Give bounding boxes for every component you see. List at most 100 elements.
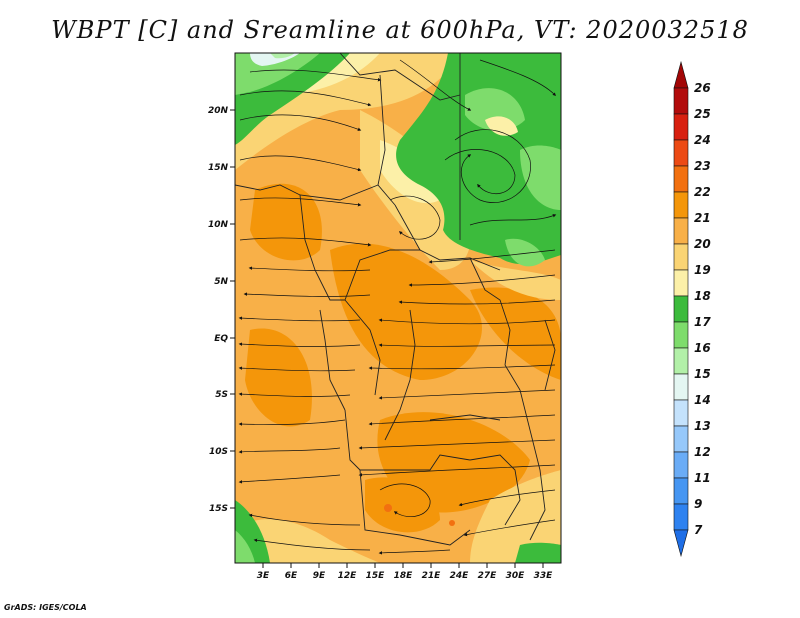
border-line bbox=[544, 319, 556, 391]
streamline bbox=[454, 129, 531, 203]
streamline bbox=[238, 342, 361, 347]
colorbar-swatch bbox=[673, 87, 689, 115]
wbpt-19-area bbox=[485, 116, 518, 136]
streamline bbox=[243, 292, 371, 297]
lon-tick-label: 27E bbox=[478, 571, 498, 581]
colorbar-label: 11 bbox=[694, 471, 711, 485]
border-line bbox=[384, 309, 416, 441]
border-line bbox=[504, 364, 521, 391]
streamline bbox=[428, 249, 556, 264]
lat-tick-label: 20N bbox=[208, 106, 229, 116]
border-line bbox=[519, 389, 546, 541]
streamline bbox=[469, 214, 557, 226]
lat-tick-label: 5S bbox=[215, 390, 228, 400]
colorbar-swatch bbox=[673, 477, 689, 505]
lat-tick-label: 10S bbox=[209, 447, 228, 457]
lon-tick-label: 30E bbox=[506, 571, 526, 581]
border-line bbox=[344, 249, 420, 301]
map-frame bbox=[234, 52, 562, 564]
streamline bbox=[368, 364, 556, 370]
colorbar-label: 22 bbox=[694, 185, 711, 199]
lat-tick-label: 15N bbox=[208, 163, 229, 173]
streamline bbox=[408, 274, 556, 287]
colorbar-swatch bbox=[673, 321, 689, 349]
streamline bbox=[368, 414, 556, 426]
streamline bbox=[248, 266, 371, 272]
colorbar-label: 24 bbox=[694, 133, 711, 147]
colorbar-swatch bbox=[673, 425, 689, 453]
lon-tick-label: 21E bbox=[422, 571, 442, 581]
wbpt-16-area bbox=[270, 53, 295, 59]
wbpt-23-spot bbox=[449, 520, 455, 526]
streamline bbox=[378, 549, 451, 555]
colorbar-swatch bbox=[673, 191, 689, 219]
colorbar-label: 15 bbox=[694, 367, 711, 381]
colorbar-bottom-arrow bbox=[673, 529, 689, 558]
colorbar-swatch bbox=[673, 113, 689, 141]
colorbar-label: 13 bbox=[694, 419, 711, 433]
streamline bbox=[463, 519, 556, 537]
streamline bbox=[248, 513, 361, 526]
lon-tick-label: 15E bbox=[366, 571, 386, 581]
colorbar-swatch bbox=[673, 269, 689, 297]
streamline bbox=[238, 419, 346, 426]
streamline bbox=[238, 366, 356, 372]
colorbar-label: 26 bbox=[694, 81, 711, 95]
streamline bbox=[238, 392, 351, 397]
lat-tick-label: 15S bbox=[209, 504, 228, 514]
streamline bbox=[238, 316, 361, 322]
wbpt-23-spot bbox=[384, 504, 392, 512]
colorbar-label: 20 bbox=[694, 237, 711, 251]
colorbar-swatch bbox=[673, 243, 689, 271]
streamline bbox=[444, 149, 516, 194]
wbpt-20-area bbox=[235, 519, 380, 563]
latitude-axis: 20N 15N 10N 5N EQ 5S 10S 15S bbox=[208, 106, 235, 514]
wbpt-22-area bbox=[250, 183, 322, 261]
border-line bbox=[469, 454, 521, 526]
lat-tick-label: EQ bbox=[214, 334, 228, 344]
colorbar-swatch bbox=[673, 451, 689, 479]
lon-tick-label: 9E bbox=[313, 571, 326, 581]
streamline bbox=[238, 447, 341, 454]
streamline bbox=[358, 439, 556, 450]
streamline bbox=[358, 464, 556, 477]
streamlines bbox=[238, 59, 557, 555]
colorbar-swatch bbox=[673, 503, 689, 531]
wbpt-22-area bbox=[470, 287, 561, 380]
streamline bbox=[458, 489, 556, 507]
colorbar-swatch bbox=[673, 295, 689, 323]
wbpt-22-area bbox=[245, 328, 312, 427]
border-line bbox=[344, 409, 471, 471]
border-line bbox=[235, 184, 379, 201]
streamline bbox=[398, 299, 556, 305]
border-line bbox=[299, 194, 345, 301]
streamline bbox=[378, 318, 556, 325]
streamline bbox=[238, 474, 341, 484]
colorbar-label: 16 bbox=[694, 341, 711, 355]
border-line bbox=[319, 309, 346, 411]
streamline bbox=[253, 538, 371, 551]
colorbar-swatch bbox=[673, 139, 689, 167]
streamline bbox=[378, 389, 556, 400]
lon-tick-label: 24E bbox=[450, 571, 470, 581]
streamline bbox=[399, 59, 472, 111]
lon-tick-label: 33E bbox=[534, 571, 554, 581]
country-borders bbox=[235, 53, 556, 546]
streamline bbox=[249, 69, 382, 82]
wbpt-17-area bbox=[505, 238, 545, 267]
border-line bbox=[339, 53, 461, 101]
colorbar-swatch bbox=[673, 217, 689, 245]
border-line bbox=[359, 469, 471, 546]
streamline bbox=[239, 155, 362, 172]
map-panel bbox=[235, 53, 561, 563]
colorbar-label: 7 bbox=[694, 523, 703, 537]
colorbar-label: 17 bbox=[694, 315, 711, 329]
lat-tick-label: 10N bbox=[208, 220, 229, 230]
lon-tick-label: 3E bbox=[257, 571, 270, 581]
colorbar-label: 18 bbox=[694, 289, 711, 303]
chart-title: WBPT [C] and Sreamline at 600hPa, VT: 20… bbox=[51, 16, 749, 44]
colorbar: 26 25 24 23 22 21 20 19 18 17 16 15 14 13 12 11 9 7 bbox=[673, 60, 711, 558]
colorbar-swatch bbox=[673, 399, 689, 427]
colorbar-label: 21 bbox=[694, 211, 711, 225]
